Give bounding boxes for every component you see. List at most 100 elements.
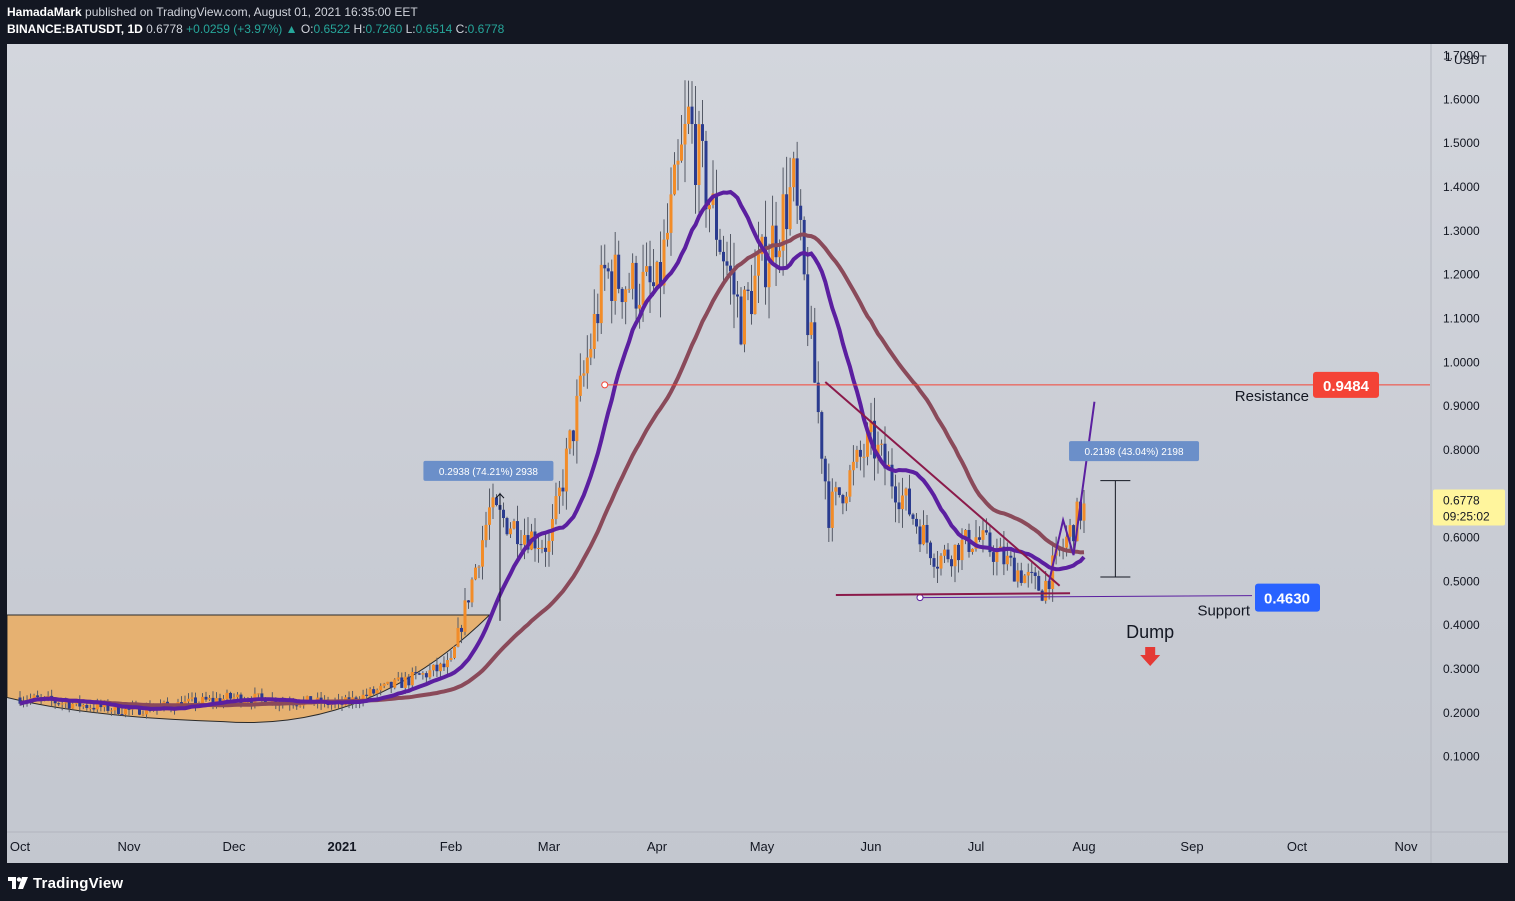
candle-body (925, 524, 929, 543)
candle-body (474, 567, 477, 580)
candle-body (946, 549, 950, 560)
candle-body (229, 692, 232, 699)
candle-body (396, 677, 400, 680)
candle-body (495, 497, 498, 506)
candle-body (890, 464, 894, 487)
candle-body (883, 443, 887, 469)
price-badges: 0.9484 0.4630 0.6778 09:25:02 (1255, 371, 1505, 612)
support-line[interactable] (919, 595, 1253, 599)
open-value: 0.6522 (313, 22, 351, 36)
candle-body (873, 420, 876, 459)
candle-body (596, 314, 600, 324)
x-tick-label: 2021 (328, 839, 357, 854)
measure-1-arrowhead (495, 493, 505, 499)
y-tick-label: 0.9000 (1443, 399, 1480, 413)
candle-body (1016, 570, 1020, 582)
author-name[interactable]: HamadaMark (7, 5, 82, 19)
candle-body (603, 264, 607, 269)
candle-body (694, 124, 697, 185)
x-tick-label: Aug (1072, 839, 1095, 854)
candle-body (851, 461, 855, 471)
candle-body (516, 521, 519, 545)
candle-body (746, 289, 750, 291)
candle-body (732, 271, 736, 295)
y-tick-label: 0.3000 (1443, 662, 1480, 676)
candle-body (120, 714, 124, 716)
candle-body (445, 660, 449, 668)
low-label: L: (405, 22, 416, 36)
candle-body (467, 600, 470, 603)
candle-body (1051, 555, 1055, 590)
x-tick-label: Mar (538, 839, 561, 854)
candle-body (922, 524, 925, 545)
candle-body (977, 537, 981, 540)
drawings: Resistance Support 0.2938 (74.21%) 2938 0.2… (423, 381, 1430, 666)
candle-body (676, 160, 680, 165)
y-tick-label: 1.6000 (1443, 92, 1480, 106)
footer: TradingView (0, 863, 1515, 901)
candle-body (57, 703, 61, 705)
candle-body (1005, 555, 1009, 565)
candle-body (246, 701, 250, 703)
candle-body (488, 507, 491, 525)
tradingview-logo[interactable]: TradingView (8, 874, 123, 892)
candle-body (774, 225, 778, 258)
candle-body (841, 495, 845, 504)
candle-body (81, 704, 85, 707)
candle-body (792, 158, 796, 188)
candle-body (634, 262, 638, 309)
support-handle[interactable] (916, 594, 924, 602)
moving-averages (19, 189, 1086, 711)
candle-body (407, 676, 411, 686)
candle-body (585, 357, 589, 374)
candle-body (869, 420, 873, 433)
candle-body (190, 697, 194, 699)
candle-body (991, 552, 995, 562)
symbol-name[interactable]: BINANCE:BATUSDT, 1D (7, 22, 143, 36)
candle-body (799, 205, 803, 220)
candle-body (1026, 571, 1030, 576)
candle-body (655, 262, 659, 287)
resistance-handle[interactable] (601, 381, 609, 389)
candle-body (393, 679, 397, 688)
price-chart[interactable]: Resistance Support 0.2938 (74.21%) 2938 0.2… (7, 44, 1508, 863)
candle-body (729, 265, 732, 272)
candle-body (1002, 546, 1006, 565)
measure-1-label: 0.2938 (74.21%) 2938 (439, 467, 538, 478)
candle-body (92, 707, 96, 710)
candle-body (631, 262, 635, 289)
candle-body (669, 194, 673, 233)
candle-body (410, 671, 414, 686)
resistance-badge (1313, 371, 1379, 398)
candle-body (1023, 575, 1027, 583)
candle-body (204, 696, 208, 700)
candle-body (1075, 501, 1079, 542)
candle-body (523, 535, 526, 545)
candle-body (673, 164, 676, 195)
low-value: 0.6514 (415, 22, 453, 36)
resistance-label: Resistance (1235, 388, 1309, 405)
candle-body (211, 697, 215, 703)
up-arrow-icon: ▲ (285, 22, 298, 36)
candle-body (764, 236, 768, 288)
candle-body (722, 251, 725, 262)
candle-body (575, 395, 579, 442)
candle-body (904, 488, 908, 496)
close-label: C: (455, 22, 468, 36)
candle-body (256, 693, 260, 695)
chart-area[interactable]: Resistance Support 0.2938 (74.21%) 2938 0.2… (7, 44, 1508, 863)
candle-body (386, 681, 390, 684)
candle-body (767, 263, 771, 288)
candle-body (795, 158, 799, 206)
x-tick-label: Dec (222, 839, 246, 854)
y-tick-label: 0.5000 (1443, 574, 1480, 588)
y-axis-top-label: 1 (1445, 50, 1452, 64)
candle-body (365, 694, 369, 696)
candle-body (911, 514, 915, 519)
candle-body (1072, 525, 1076, 542)
candle-body (389, 681, 393, 688)
y-tick-label: 0.4000 (1443, 618, 1480, 632)
candle-body (589, 348, 593, 358)
candle-body (1037, 575, 1041, 591)
y-tick-label: 0.1000 (1443, 750, 1480, 764)
